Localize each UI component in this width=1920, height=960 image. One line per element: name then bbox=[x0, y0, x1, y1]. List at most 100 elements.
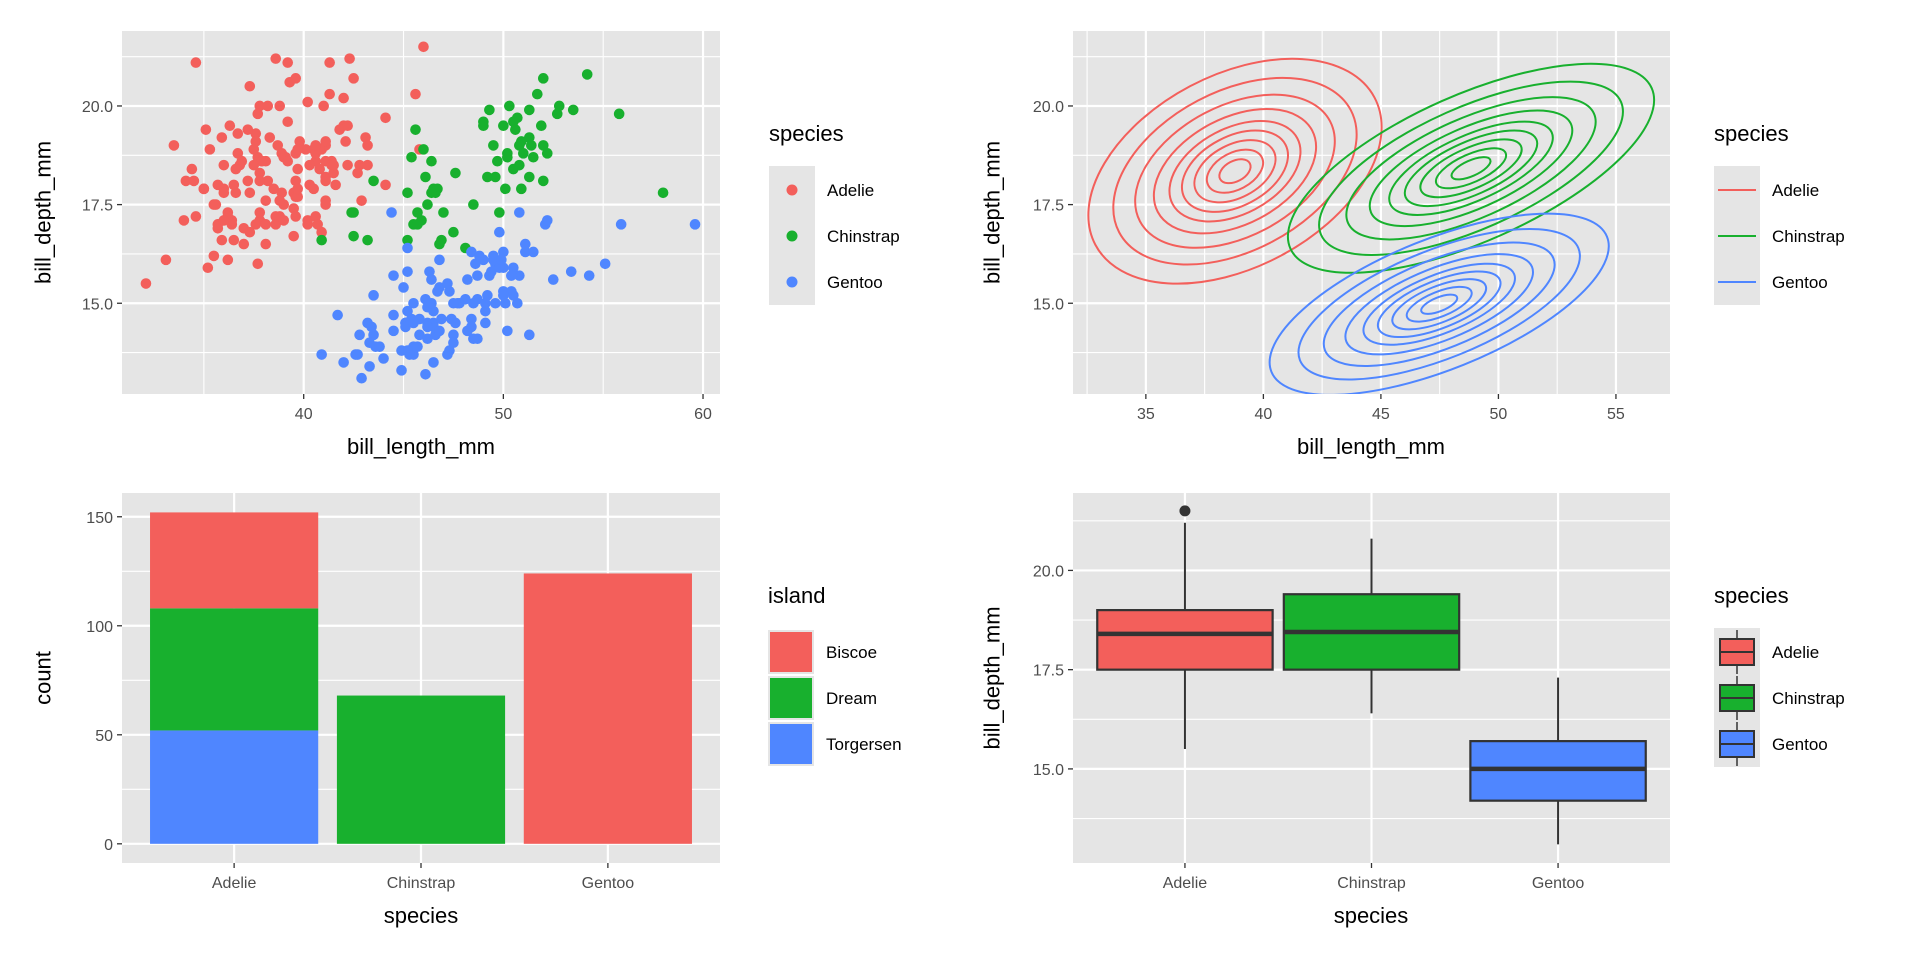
density-contour bbox=[1322, 241, 1556, 367]
data-point bbox=[448, 337, 459, 349]
data-point bbox=[434, 325, 445, 337]
data-point bbox=[338, 92, 349, 104]
data-point bbox=[526, 140, 537, 151]
data-point bbox=[402, 242, 413, 254]
bar-adelie-torgersen bbox=[150, 730, 319, 844]
x-tick-label: Adelie bbox=[212, 875, 257, 892]
density-contour bbox=[1391, 278, 1488, 331]
data-point bbox=[324, 88, 335, 100]
contour-group-gentoo bbox=[1268, 212, 1610, 394]
data-point bbox=[442, 278, 453, 289]
bar-adelie-biscoe bbox=[150, 512, 319, 609]
data-point bbox=[310, 140, 321, 151]
data-point bbox=[368, 175, 379, 187]
data-point bbox=[334, 124, 345, 135]
legend-label: Adelie bbox=[827, 181, 874, 200]
x-tick-label: 50 bbox=[494, 406, 512, 423]
legend-item-dream: Dream bbox=[768, 676, 877, 720]
data-point bbox=[514, 140, 525, 151]
data-point bbox=[492, 155, 503, 167]
data-point bbox=[408, 317, 419, 329]
data-point bbox=[262, 100, 274, 112]
data-point bbox=[396, 345, 407, 356]
panel-1: 15.0 17.5 20.0 40 50 60 bill_length_mm bill_dep… bbox=[31, 31, 900, 459]
data-point bbox=[356, 195, 367, 206]
data-point bbox=[615, 219, 627, 230]
data-point bbox=[352, 167, 363, 179]
data-point bbox=[410, 124, 421, 135]
data-point bbox=[300, 144, 311, 155]
data-point bbox=[418, 144, 429, 155]
density-contour bbox=[1286, 62, 1656, 274]
data-point bbox=[268, 183, 280, 195]
data-point bbox=[242, 124, 254, 135]
data-point bbox=[689, 219, 701, 230]
data-point bbox=[200, 124, 212, 135]
data-point bbox=[238, 238, 250, 250]
data-point bbox=[260, 219, 272, 230]
data-point bbox=[208, 250, 220, 262]
density-contour bbox=[1403, 129, 1539, 208]
x-tick-label: Adelie bbox=[1163, 875, 1208, 892]
data-point bbox=[348, 73, 359, 84]
data-point bbox=[583, 270, 595, 281]
data-point bbox=[352, 349, 363, 360]
legend-label: Adelie bbox=[1772, 181, 1819, 200]
legend-label: Gentoo bbox=[827, 273, 883, 292]
data-point bbox=[292, 163, 304, 175]
density-contour bbox=[1362, 262, 1516, 346]
density-contour bbox=[1134, 93, 1336, 249]
data-point bbox=[581, 69, 593, 80]
data-point bbox=[378, 353, 389, 364]
data-point bbox=[502, 325, 513, 337]
bar-chinstrap-dream bbox=[336, 695, 506, 844]
data-point bbox=[278, 215, 290, 226]
data-point bbox=[224, 120, 236, 131]
data-point bbox=[474, 250, 485, 262]
data-point bbox=[484, 104, 495, 116]
data-point bbox=[218, 159, 230, 171]
box-body bbox=[1096, 609, 1274, 671]
data-point bbox=[428, 357, 439, 368]
data-point bbox=[252, 258, 264, 270]
data-point bbox=[282, 155, 294, 167]
data-point bbox=[478, 116, 489, 128]
data-point bbox=[418, 41, 429, 53]
data-point bbox=[218, 215, 230, 226]
legend-title: species bbox=[1714, 583, 1789, 608]
legend-label: Torgersen bbox=[826, 735, 902, 754]
legend: species Adelie Chinstrap Gentoo bbox=[1714, 583, 1845, 767]
data-point bbox=[302, 215, 313, 226]
data-point bbox=[168, 140, 180, 151]
data-point bbox=[216, 132, 228, 143]
data-point bbox=[338, 357, 349, 368]
data-point bbox=[244, 187, 256, 199]
data-point bbox=[565, 266, 577, 277]
density-contour bbox=[1450, 156, 1492, 181]
data-point bbox=[514, 270, 525, 281]
data-point bbox=[537, 73, 549, 84]
data-point bbox=[496, 254, 507, 266]
y-tick-label: 20.0 bbox=[82, 99, 113, 116]
data-point bbox=[466, 313, 477, 325]
data-point bbox=[318, 100, 329, 112]
legend-point-icon bbox=[786, 184, 798, 196]
data-point bbox=[216, 234, 228, 246]
y-tick-label: 20.0 bbox=[1033, 99, 1064, 116]
box-gentoo bbox=[1469, 677, 1647, 845]
data-point bbox=[480, 305, 491, 317]
data-point bbox=[541, 148, 553, 159]
data-point bbox=[314, 163, 325, 175]
legend-label: Dream bbox=[826, 689, 877, 708]
bar-adelie-dream bbox=[150, 608, 319, 731]
data-point bbox=[270, 219, 282, 230]
data-point bbox=[402, 266, 413, 277]
legend-label: Gentoo bbox=[1772, 735, 1828, 754]
y-tick-label: 15.0 bbox=[82, 296, 113, 313]
panel-2: 15.0 17.5 20.0 35 40 45 50 55 bill_length_mm bill… bbox=[980, 31, 1845, 459]
data-point bbox=[274, 195, 286, 206]
data-point bbox=[613, 108, 625, 120]
legend-item-gentoo: Gentoo bbox=[1718, 273, 1828, 292]
data-point bbox=[316, 226, 327, 238]
data-point bbox=[354, 329, 365, 341]
